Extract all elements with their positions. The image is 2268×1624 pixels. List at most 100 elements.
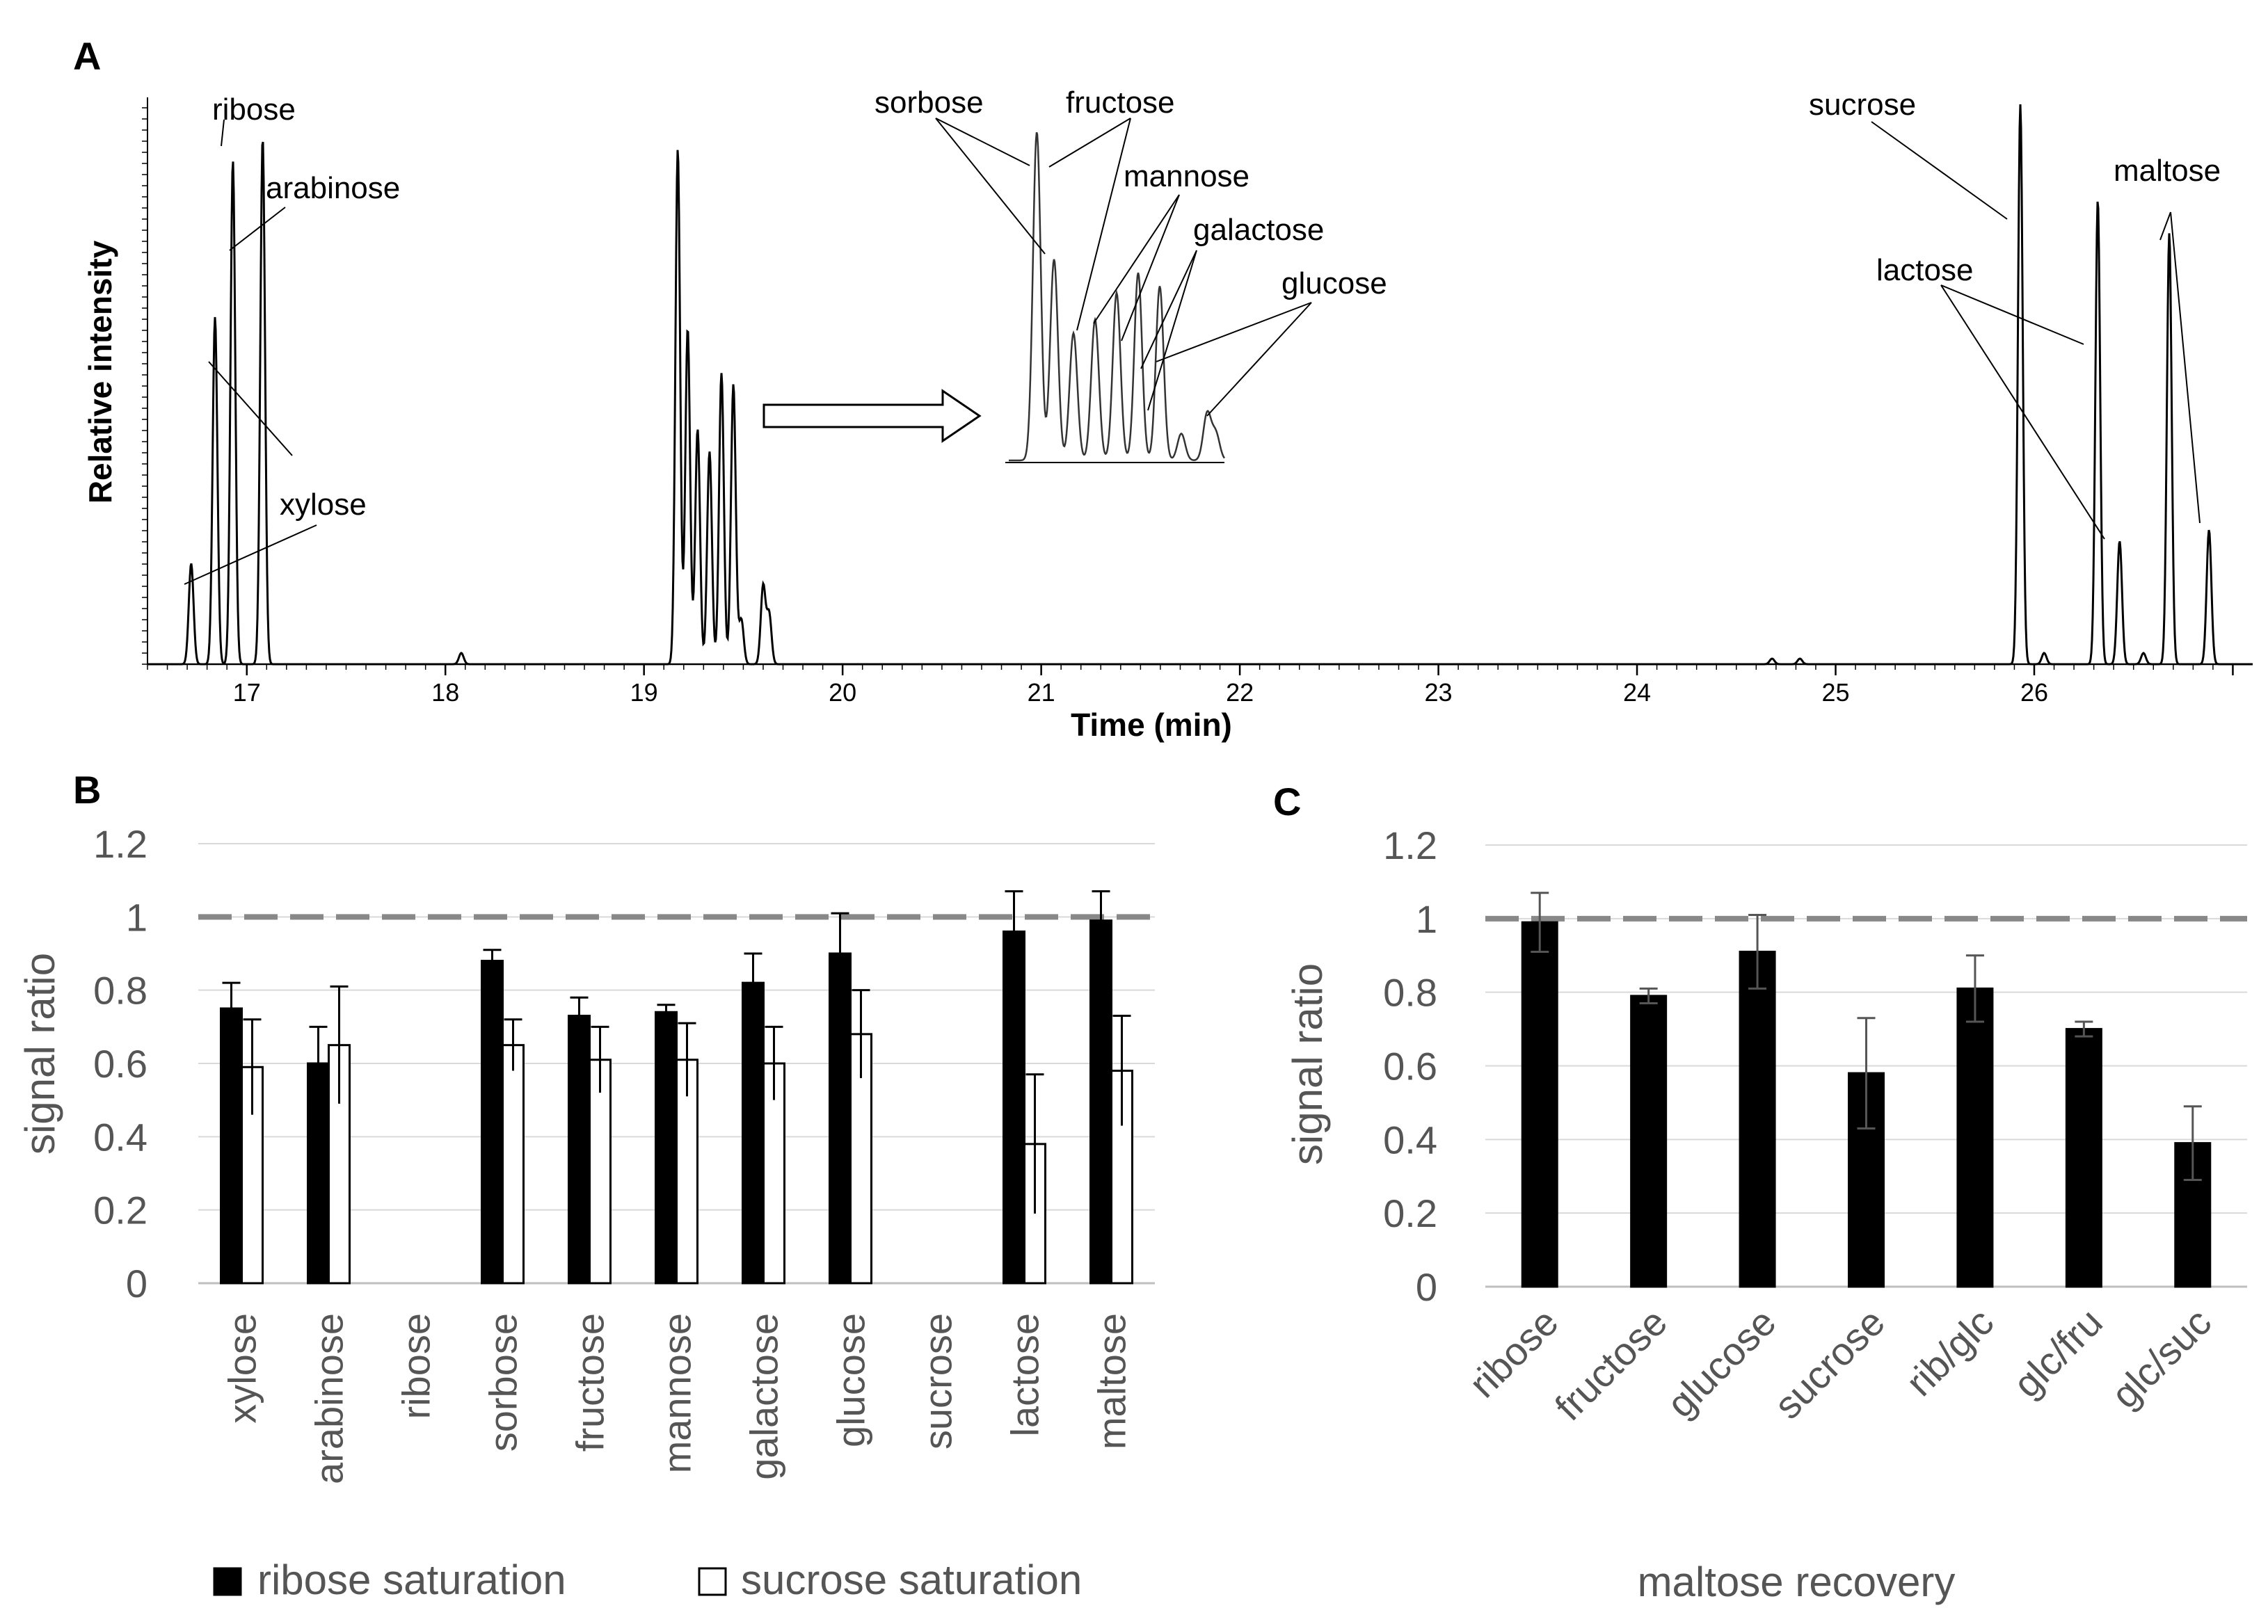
peak-label-lactose: lactose <box>1876 253 1973 287</box>
peak-label-glucose: glucose <box>1281 266 1387 300</box>
peak-label-arabinose: arabinose <box>266 171 400 205</box>
chromatogram-x-tick-label-17: 17 <box>233 678 261 707</box>
category-label-lactose: lactose <box>1003 1313 1047 1436</box>
error-bar-value-glucose <box>1748 914 1767 990</box>
y-tick-label-0: 0 <box>126 1262 147 1305</box>
category-label-glucose: glucose <box>829 1313 873 1447</box>
error-bar-sucrose-saturation-glucose <box>852 989 870 1079</box>
error-bar-value-fructose <box>1639 987 1658 1005</box>
chart-c-y-axis-label: signal ratio <box>1284 963 1331 1165</box>
error-bar-sucrose-saturation-mannose <box>678 1022 696 1097</box>
category-label-sorbose: sorbose <box>481 1313 525 1452</box>
error-bar-sucrose-saturation-fructose <box>591 1025 609 1093</box>
error-bar-ribose-saturation-sorbose <box>483 949 502 972</box>
chromatogram-x-tick-label-22: 22 <box>1226 678 1254 707</box>
error-bar-sucrose-saturation-lactose <box>1025 1073 1044 1214</box>
chart-b-y-axis-label: signal ratio <box>17 953 63 1155</box>
bar-sucrose-saturation-sorbose <box>502 1044 525 1285</box>
category-label-rib-glc: rib/glc <box>1897 1300 2002 1404</box>
y-tick-label-0-4: 0.4 <box>1383 1118 1437 1161</box>
peak-label-ribose: ribose <box>212 93 296 127</box>
bar-ribose-saturation-lactose <box>1003 930 1025 1285</box>
panel-letter-c: C <box>1273 780 1301 823</box>
chromatogram-y-axis-label: Relative intensity <box>82 240 118 504</box>
legend-swatch-ribose-saturation <box>213 1567 242 1596</box>
bar-ribose-saturation-mannose <box>655 1011 678 1285</box>
inset-trace <box>1009 131 1226 462</box>
zoom-arrow-icon <box>762 389 982 443</box>
error-bar-ribose-saturation-arabinose <box>309 1025 328 1100</box>
error-bar-ribose-saturation-mannose <box>657 1004 676 1020</box>
chromatogram-x-tick-label-19: 19 <box>630 678 658 707</box>
peak-label-maltose: maltose <box>2114 154 2221 188</box>
error-bar-value-rib-glc <box>1965 954 1984 1023</box>
y-tick-label-1-2: 1.2 <box>93 822 147 866</box>
chromatogram-x-tick-label-21: 21 <box>1028 678 1055 707</box>
chromatogram-x-tick-label-18: 18 <box>431 678 459 707</box>
category-label-mannose: mannose <box>655 1313 699 1473</box>
category-label-sucrose: sucrose <box>1766 1300 1893 1427</box>
chart-b-category-labels: xylose arabinose ribose sorbose fructose mann… <box>221 1313 1134 1484</box>
y-tick-label-0-6: 0.6 <box>93 1042 147 1086</box>
panel-letter-b: B <box>73 768 101 812</box>
error-bar-value-glc-fru <box>2075 1020 2093 1038</box>
category-label-glc-suc: glc/suc <box>2102 1300 2219 1417</box>
category-label-sucrose: sucrose <box>916 1313 960 1449</box>
category-label-glc-fru: glc/fru <box>2004 1300 2110 1406</box>
chromatogram-x-tick-label-23: 23 <box>1425 678 1453 707</box>
bar-ribose-saturation-glucose <box>829 952 852 1285</box>
error-bar-ribose-saturation-xylose <box>222 981 241 1034</box>
category-label-ribose: ribose <box>1460 1300 1566 1406</box>
error-bar-ribose-saturation-glucose <box>831 912 849 994</box>
signal-ratio-chart-b: 00.20.40.60.811.2 xylose arabinose ribose s… <box>17 822 1155 1603</box>
error-bar-ribose-saturation-lactose <box>1005 890 1023 972</box>
error-bar-sucrose-saturation-sorbose <box>504 1018 522 1071</box>
y-tick-label-0-6: 0.6 <box>1383 1045 1437 1088</box>
bar-ribose-saturation-maltose <box>1089 919 1112 1285</box>
peak-leader-lines <box>184 118 2201 585</box>
bar-ribose-saturation-xylose <box>220 1007 243 1285</box>
panel-letter-a: A <box>73 34 101 78</box>
bar-sucrose-saturation-fructose <box>589 1059 612 1285</box>
error-bar-value-ribose <box>1531 892 1549 953</box>
chromatogram-x-axis-label: Time (min) <box>1071 707 1232 743</box>
bar-value-glucose <box>1739 950 1776 1288</box>
peak-label-mannose: mannose <box>1124 159 1249 193</box>
category-label-maltose: maltose <box>1090 1313 1134 1449</box>
category-label-xylose: xylose <box>221 1313 264 1424</box>
category-label-arabinose: arabinose <box>308 1313 351 1484</box>
signal-ratio-chart-c: 00.20.40.60.811.2 ribosefructoseglucoses… <box>1284 823 2247 1605</box>
bar-value-rib-glc <box>1956 987 1994 1288</box>
chromatogram-x-tick-label-26: 26 <box>2020 678 2048 707</box>
category-label-fructose: fructose <box>568 1313 612 1452</box>
chromatogram-x-axis <box>147 663 2253 675</box>
bar-value-glc-fru <box>2065 1028 2102 1288</box>
chromatogram-panel: 17 18 19 20 21 22 23 24 25 26 Time (min) Relative… <box>82 86 2253 743</box>
y-tick-label-0-4: 0.4 <box>93 1115 147 1159</box>
category-label-fructose: fructose <box>1547 1300 1675 1429</box>
y-tick-label-1: 1 <box>126 895 147 939</box>
error-bar-value-sucrose <box>1857 1017 1876 1129</box>
chart-b-legend: ribose saturation sucrose saturation <box>213 1557 1082 1603</box>
y-tick-label-0-8: 0.8 <box>93 969 147 1013</box>
error-bar-ribose-saturation-fructose <box>570 996 589 1034</box>
chromatogram-x-tick-label-25: 25 <box>1821 678 1849 707</box>
chromatogram-x-tick-labels: 17 18 19 20 21 22 23 24 25 26 <box>233 678 2048 707</box>
category-label-glucose: glucose <box>1659 1300 1784 1426</box>
chart-c-title: maltose recovery <box>1638 1559 1956 1605</box>
y-tick-label-0-2: 0.2 <box>1383 1191 1437 1235</box>
error-bar-value-glc-suc <box>2183 1105 2202 1182</box>
bar-sucrose-saturation-mannose <box>676 1059 698 1285</box>
chromatogram-y-axis <box>142 97 148 665</box>
chart-c-y-tick-labels: 0 0.2 0.4 0.6 0.8 1 1.2 <box>1383 823 1437 1309</box>
category-label-galactose: galactose <box>742 1313 786 1480</box>
peak-label-galactose: galactose <box>1193 213 1324 247</box>
error-bar-sucrose-saturation-maltose <box>1112 1015 1131 1126</box>
bar-value-ribose <box>1521 921 1558 1288</box>
bar-ribose-saturation-sorbose <box>481 960 504 1285</box>
chromatogram-trace <box>147 104 2253 666</box>
error-bar-ribose-saturation-maltose <box>1092 890 1110 950</box>
category-label-ribose: ribose <box>394 1313 438 1420</box>
error-bar-ribose-saturation-galactose <box>744 952 762 1013</box>
